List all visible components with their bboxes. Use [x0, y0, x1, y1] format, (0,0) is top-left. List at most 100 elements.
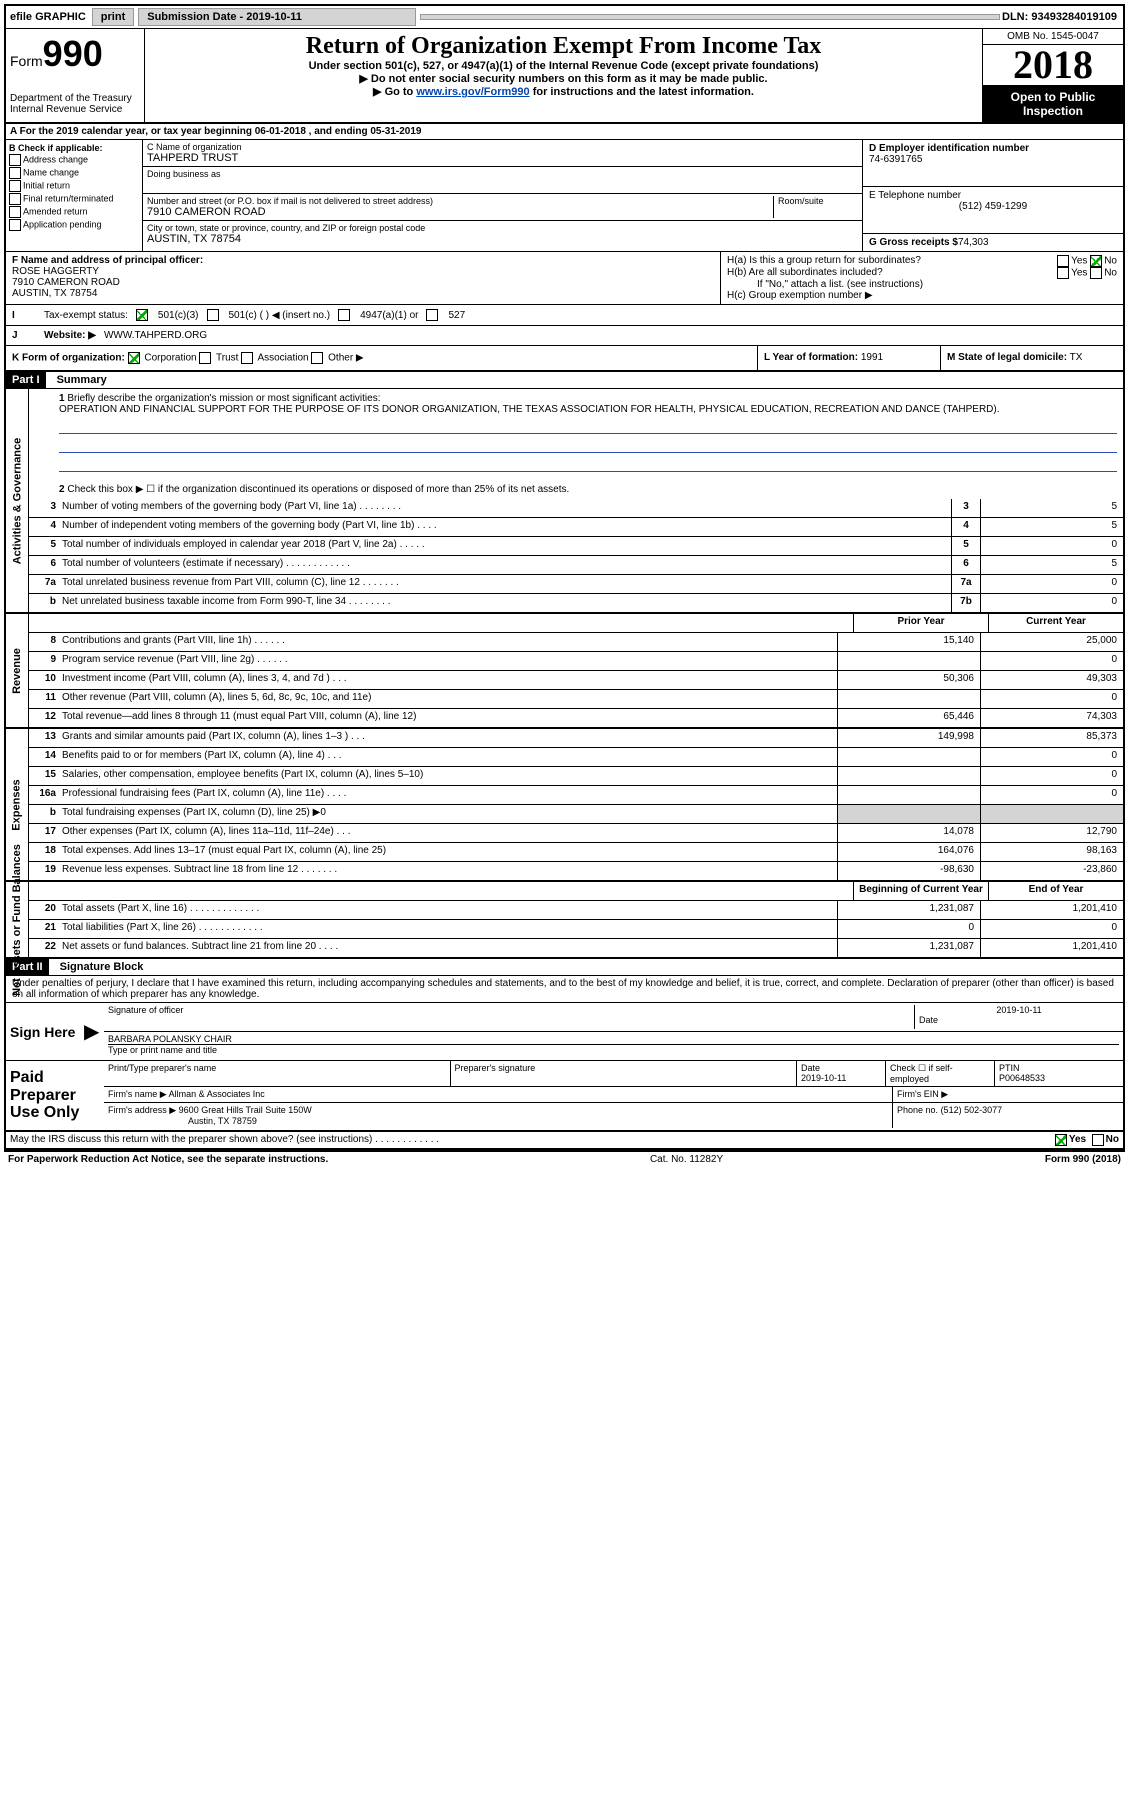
tax-year: 2018: [983, 45, 1123, 86]
rev-section: Revenue Prior Year Current Year 8 Contri…: [6, 614, 1123, 729]
firm-addr1: 9600 Great Hills Trail Suite 150W: [179, 1105, 312, 1115]
cb-501c[interactable]: [207, 309, 219, 321]
header-left: Form990 Department of the Treasury Inter…: [6, 29, 145, 122]
mission: OPERATION AND FINANCIAL SUPPORT FOR THE …: [59, 404, 1000, 415]
cb-discuss-yes[interactable]: [1055, 1134, 1067, 1146]
paid-preparer: Paid Preparer Use Only: [6, 1061, 104, 1130]
table-row: b Net unrelated business taxable income …: [29, 594, 1123, 612]
discuss-row: May the IRS discuss this return with the…: [6, 1131, 1123, 1150]
box-d: D Employer identification number 74-6391…: [863, 140, 1123, 251]
form-number: 990: [43, 33, 103, 74]
telephone: (512) 459-1299: [869, 201, 1117, 212]
section-bcd: B Check if applicable: Address change Na…: [6, 140, 1123, 252]
cb-other[interactable]: [311, 352, 323, 364]
sig-date: 2019-10-11: [919, 1005, 1119, 1015]
section-fh: F Name and address of principal officer:…: [6, 252, 1123, 305]
table-row: 7a Total unrelated business revenue from…: [29, 575, 1123, 594]
officer-addr1: 7910 CAMERON ROAD: [12, 277, 714, 288]
cb-app-pending[interactable]: Application pending: [9, 219, 139, 231]
cb-initial-return[interactable]: Initial return: [9, 180, 139, 192]
table-row: 10 Investment income (Part VIII, column …: [29, 671, 1123, 690]
arrow-icon: ▶: [84, 1003, 104, 1060]
table-row: 9 Program service revenue (Part VIII, li…: [29, 652, 1123, 671]
rev-header-row: Prior Year Current Year: [29, 614, 1123, 633]
dept-treasury: Department of the Treasury: [10, 93, 140, 104]
cb-address-change[interactable]: Address change: [9, 154, 139, 166]
cb-discuss-no[interactable]: [1092, 1134, 1104, 1146]
form-container: efile GRAPHIC print Submission Date - 20…: [4, 4, 1125, 1152]
table-row: 4 Number of independent voting members o…: [29, 518, 1123, 537]
officer-name: ROSE HAGGERTY: [12, 266, 714, 277]
org-name: TAHPERD TRUST: [147, 152, 858, 164]
city-state-zip: AUSTIN, TX 78754: [147, 233, 858, 245]
gross-receipts: 74,303: [958, 237, 989, 248]
box-b: B Check if applicable: Address change Na…: [6, 140, 143, 251]
form-header: Form990 Department of the Treasury Inter…: [6, 29, 1123, 124]
header-sub2: ▶ Do not enter social security numbers o…: [149, 72, 978, 85]
open-to-public: Open to Public Inspection: [983, 86, 1123, 122]
cb-527[interactable]: [426, 309, 438, 321]
paid-preparer-row: Paid Preparer Use Only Print/Type prepar…: [6, 1061, 1123, 1131]
line2: 2 Check this box ▶ ☐ if the organization…: [29, 476, 1123, 499]
dba-cell: Doing business as: [143, 167, 862, 194]
table-row: 6 Total number of volunteers (estimate i…: [29, 556, 1123, 575]
ein-cell: D Employer identification number 74-6391…: [863, 140, 1123, 187]
table-row: b Total fundraising expenses (Part IX, c…: [29, 805, 1123, 824]
header-right: OMB No. 1545-0047 2018 Open to Public In…: [982, 29, 1123, 122]
table-row: 5 Total number of individuals employed i…: [29, 537, 1123, 556]
officer-addr2: AUSTIN, TX 78754: [12, 288, 714, 299]
net-section: Net Assets or Fund Balances Beginning of…: [6, 882, 1123, 959]
cb-501c3[interactable]: [136, 309, 148, 321]
table-row: 12 Total revenue—add lines 8 through 11 …: [29, 709, 1123, 727]
irs-label: Internal Revenue Service: [10, 104, 140, 115]
firm-addr2: Austin, TX 78759: [108, 1116, 257, 1126]
room-suite: Room/suite: [773, 196, 858, 218]
cb-assoc[interactable]: [241, 352, 253, 364]
officer-name-title: BARBARA POLANSKY CHAIR: [108, 1034, 1119, 1044]
line1: 1 Briefly describe the organization's mi…: [29, 389, 1123, 476]
table-row: 15 Salaries, other compensation, employe…: [29, 767, 1123, 786]
sig-officer-lbl: Signature of officer: [108, 1005, 915, 1029]
irs-link[interactable]: www.irs.gov/Form990: [416, 86, 529, 98]
city-cell: City or town, state or province, country…: [143, 221, 862, 247]
year-formation: 1991: [861, 352, 883, 363]
table-row: 20 Total assets (Part X, line 16) . . . …: [29, 901, 1123, 920]
website: WWW.TAHPERD.ORG: [104, 330, 207, 341]
addr-cell: Number and street (or P.O. box if mail i…: [143, 194, 862, 221]
cb-name-change[interactable]: Name change: [9, 167, 139, 179]
ein: 74-6391765: [869, 154, 1117, 165]
cb-final-return[interactable]: Final return/terminated: [9, 193, 139, 205]
firm-name: Allman & Associates Inc: [169, 1089, 265, 1099]
table-row: 13 Grants and similar amounts paid (Part…: [29, 729, 1123, 748]
sign-here-row: Sign Here ▶ Signature of officer 2019-10…: [6, 1003, 1123, 1061]
tax-status-row: I Tax-exempt status: 501(c)(3) 501(c) ( …: [6, 305, 1123, 326]
cb-4947[interactable]: [338, 309, 350, 321]
cb-amended[interactable]: Amended return: [9, 206, 139, 218]
footer: For Paperwork Reduction Act Notice, see …: [4, 1152, 1125, 1167]
table-row: 3 Number of voting members of the govern…: [29, 499, 1123, 518]
topbar-spacer: [420, 14, 1000, 20]
row-k: K Form of organization: Corporation Trus…: [6, 346, 1123, 372]
firm-phone: (512) 502-3077: [941, 1105, 1003, 1115]
table-row: 14 Benefits paid to or for members (Part…: [29, 748, 1123, 767]
form-title: Return of Organization Exempt From Incom…: [149, 33, 978, 60]
dln: DLN: 93493284019109: [1002, 11, 1123, 23]
state-domicile: TX: [1070, 352, 1083, 363]
topbar: efile GRAPHIC print Submission Date - 20…: [6, 6, 1123, 29]
box-b-title: B Check if applicable:: [9, 143, 139, 153]
form-ref: Form 990 (2018): [1045, 1154, 1121, 1165]
exp-section: Expenses 13 Grants and similar amounts p…: [6, 729, 1123, 882]
cb-corp[interactable]: [128, 352, 140, 364]
table-row: 17 Other expenses (Part IX, column (A), …: [29, 824, 1123, 843]
prep-date: 2019-10-11: [801, 1073, 881, 1083]
net-header-row: Beginning of Current Year End of Year: [29, 882, 1123, 901]
print-button[interactable]: print: [92, 8, 134, 26]
table-row: 16a Professional fundraising fees (Part …: [29, 786, 1123, 805]
header-sub3: ▶ Go to www.irs.gov/Form990 for instruct…: [149, 85, 978, 98]
box-f: F Name and address of principal officer:…: [6, 252, 721, 304]
table-row: 18 Total expenses. Add lines 13–17 (must…: [29, 843, 1123, 862]
side-revenue: Revenue: [6, 614, 29, 727]
form-label: Form: [10, 53, 43, 69]
cb-trust[interactable]: [199, 352, 211, 364]
table-row: 22 Net assets or fund balances. Subtract…: [29, 939, 1123, 957]
